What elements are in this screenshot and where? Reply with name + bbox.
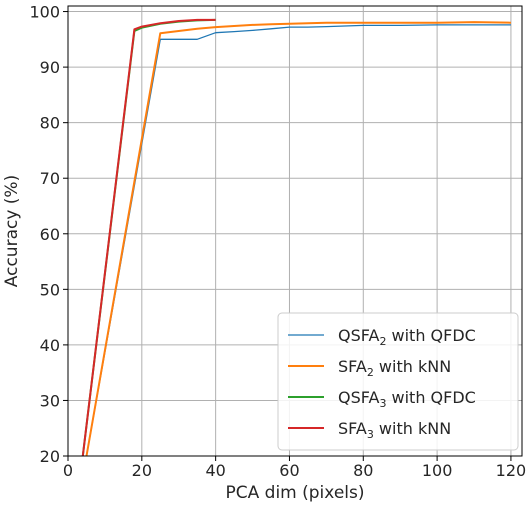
legend-label: QSFA2 with QFDC xyxy=(338,326,476,348)
x-tick-label: 20 xyxy=(132,461,152,480)
legend: QSFA2 with QFDC SFA2 with kNN QSFA3 with Q… xyxy=(277,312,519,451)
legend-label: QSFA3 with QFDC xyxy=(338,388,476,410)
legend-label: SFA2 with kNN xyxy=(338,357,451,379)
y-tick-label: 60 xyxy=(40,225,60,244)
series-line-sfa3-knn xyxy=(81,18,216,457)
y-tick-label: 70 xyxy=(40,169,60,188)
y-tick-label: 40 xyxy=(40,336,60,355)
grid xyxy=(67,6,522,457)
y-axis-label: Accuracy (%) xyxy=(2,175,22,287)
y-tick-label: 90 xyxy=(40,58,60,77)
y-tick-label: 80 xyxy=(40,114,60,133)
x-axis-label: PCA dim (pixels) xyxy=(226,483,365,503)
y-tick-label: 30 xyxy=(40,391,60,410)
series-line-qsfa3-qfdc xyxy=(81,18,216,457)
x-tick-label: 80 xyxy=(353,461,373,480)
y-tick-label: 100 xyxy=(29,3,60,22)
legend-box xyxy=(277,312,519,451)
y-tick-label: 50 xyxy=(40,280,60,299)
plot-frame xyxy=(67,5,523,457)
series-line-qsfa2-qfdc xyxy=(85,24,511,457)
x-tick-label: 60 xyxy=(279,461,299,480)
series-line-sfa2-knn xyxy=(85,21,511,457)
x-tick-label: 40 xyxy=(205,461,225,480)
series-group xyxy=(81,18,511,457)
x-tick-label: 0 xyxy=(63,461,73,480)
y-tick-label: 20 xyxy=(40,447,60,466)
x-tick-label: 120 xyxy=(496,461,527,480)
legend-label: SFA3 with kNN xyxy=(338,419,451,441)
x-tick-label: 100 xyxy=(422,461,453,480)
